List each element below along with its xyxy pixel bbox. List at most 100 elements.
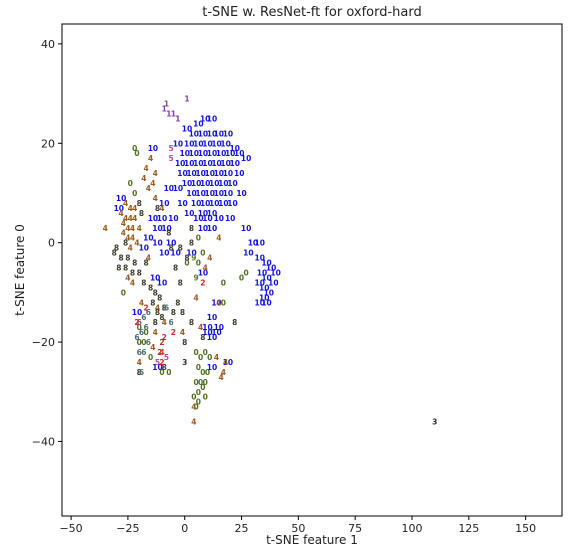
data-point-0: 0	[207, 353, 212, 362]
data-point-4: 4	[121, 219, 126, 228]
data-point-10: 10	[227, 179, 237, 188]
data-point-8: 8	[189, 239, 194, 248]
data-point-8: 8	[143, 259, 148, 268]
y-tick-label: −20	[32, 336, 55, 349]
data-point-10: 10	[180, 149, 190, 158]
y-axis: −40 −20 0 20 40	[32, 38, 62, 448]
data-point-8: 8	[182, 338, 187, 347]
data-point-6: 6	[137, 348, 142, 357]
data-point-8: 8	[123, 264, 128, 273]
data-point-4: 4	[118, 209, 123, 218]
data-point-8: 8	[157, 293, 162, 302]
data-point-0: 0	[196, 363, 201, 372]
data-point-10: 10	[195, 169, 205, 178]
data-point-4: 4	[155, 303, 160, 312]
data-point-10: 10	[214, 129, 224, 138]
data-point-10: 10	[161, 224, 171, 233]
data-point-10: 10	[193, 139, 203, 148]
data-point-10: 10	[209, 199, 219, 208]
data-point-10: 10	[148, 214, 158, 223]
data-point-0: 0	[203, 348, 208, 357]
data-point-10: 10	[216, 149, 226, 158]
data-point-4: 4	[125, 273, 130, 282]
data-point-4: 4	[137, 224, 142, 233]
data-point-10: 10	[202, 159, 212, 168]
data-point-2: 2	[134, 318, 139, 327]
data-point-4: 4	[139, 298, 144, 307]
data-point-0: 0	[239, 273, 244, 282]
data-point-0: 0	[191, 393, 196, 402]
data-point-2: 2	[143, 303, 148, 312]
data-point-10: 10	[261, 273, 271, 282]
data-point-10: 10	[186, 189, 196, 198]
data-point-8: 8	[162, 363, 167, 372]
data-point-10: 10	[214, 214, 224, 223]
x-tick-label: 125	[458, 522, 479, 535]
data-point-10: 10	[241, 224, 251, 233]
data-point-10: 10	[200, 114, 210, 123]
data-point-10: 10	[268, 278, 278, 287]
data-point-8: 8	[189, 318, 194, 327]
data-point-2: 2	[159, 338, 164, 347]
data-point-10: 10	[202, 328, 212, 337]
data-point-4: 4	[134, 239, 139, 248]
data-point-10: 10	[198, 268, 208, 277]
data-point-10: 10	[157, 214, 167, 223]
data-point-10: 10	[177, 199, 187, 208]
data-point-10: 10	[236, 189, 246, 198]
data-point-6: 6	[137, 318, 142, 327]
data-point-9: 9	[193, 273, 198, 282]
data-point-4: 4	[103, 224, 108, 233]
data-point-0: 0	[148, 353, 153, 362]
y-tick-label: 0	[48, 237, 55, 250]
data-point-8: 8	[168, 244, 173, 253]
data-point-2: 2	[171, 328, 176, 337]
data-point-10: 10	[207, 333, 217, 342]
data-point-10: 10	[241, 154, 251, 163]
data-point-2: 2	[157, 348, 162, 357]
data-point-4: 4	[162, 318, 167, 327]
data-point-1: 1	[184, 95, 189, 104]
data-point-4: 4	[123, 214, 128, 223]
data-point-4: 4	[137, 358, 142, 367]
data-point-8: 8	[114, 244, 119, 253]
data-point-0: 0	[196, 388, 201, 397]
data-point-4: 4	[148, 154, 153, 163]
data-point-1: 1	[175, 114, 180, 123]
data-point-4: 4	[180, 328, 185, 337]
data-point-10: 10	[173, 184, 183, 193]
data-point-9: 9	[191, 254, 196, 263]
data-point-4: 4	[216, 234, 221, 243]
data-point-10: 10	[255, 278, 265, 287]
data-point-8: 8	[173, 264, 178, 273]
data-point-4: 4	[159, 348, 164, 357]
data-point-10: 10	[230, 159, 240, 168]
data-point-8: 8	[178, 278, 183, 287]
data-point-8: 8	[153, 288, 158, 297]
data-point-8: 8	[137, 368, 142, 377]
data-point-0: 0	[137, 323, 142, 332]
data-point-4: 4	[128, 244, 133, 253]
data-point-6: 6	[146, 308, 151, 317]
y-axis-label: t-SNE feature 0	[13, 224, 27, 316]
data-point-10: 10	[186, 169, 196, 178]
data-point-8: 8	[153, 318, 158, 327]
x-axis-label: t-SNE feature 1	[266, 533, 358, 547]
data-point-10: 10	[184, 139, 194, 148]
data-point-4: 4	[132, 204, 137, 213]
x-tick-label: 50	[291, 522, 305, 535]
y-tick-label: −40	[32, 435, 55, 448]
data-point-4: 4	[221, 368, 226, 377]
data-point-10: 10	[114, 204, 124, 213]
data-point-10: 10	[248, 239, 258, 248]
data-point-10: 10	[261, 259, 271, 268]
data-point-0: 0	[196, 398, 201, 407]
data-point-6: 6	[134, 333, 139, 342]
data-point-0: 0	[200, 383, 205, 392]
data-point-10: 10	[209, 179, 219, 188]
data-point-4: 4	[146, 184, 151, 193]
data-point-10: 10	[195, 189, 205, 198]
data-point-8: 8	[175, 298, 180, 307]
data-point-8: 8	[130, 268, 135, 277]
